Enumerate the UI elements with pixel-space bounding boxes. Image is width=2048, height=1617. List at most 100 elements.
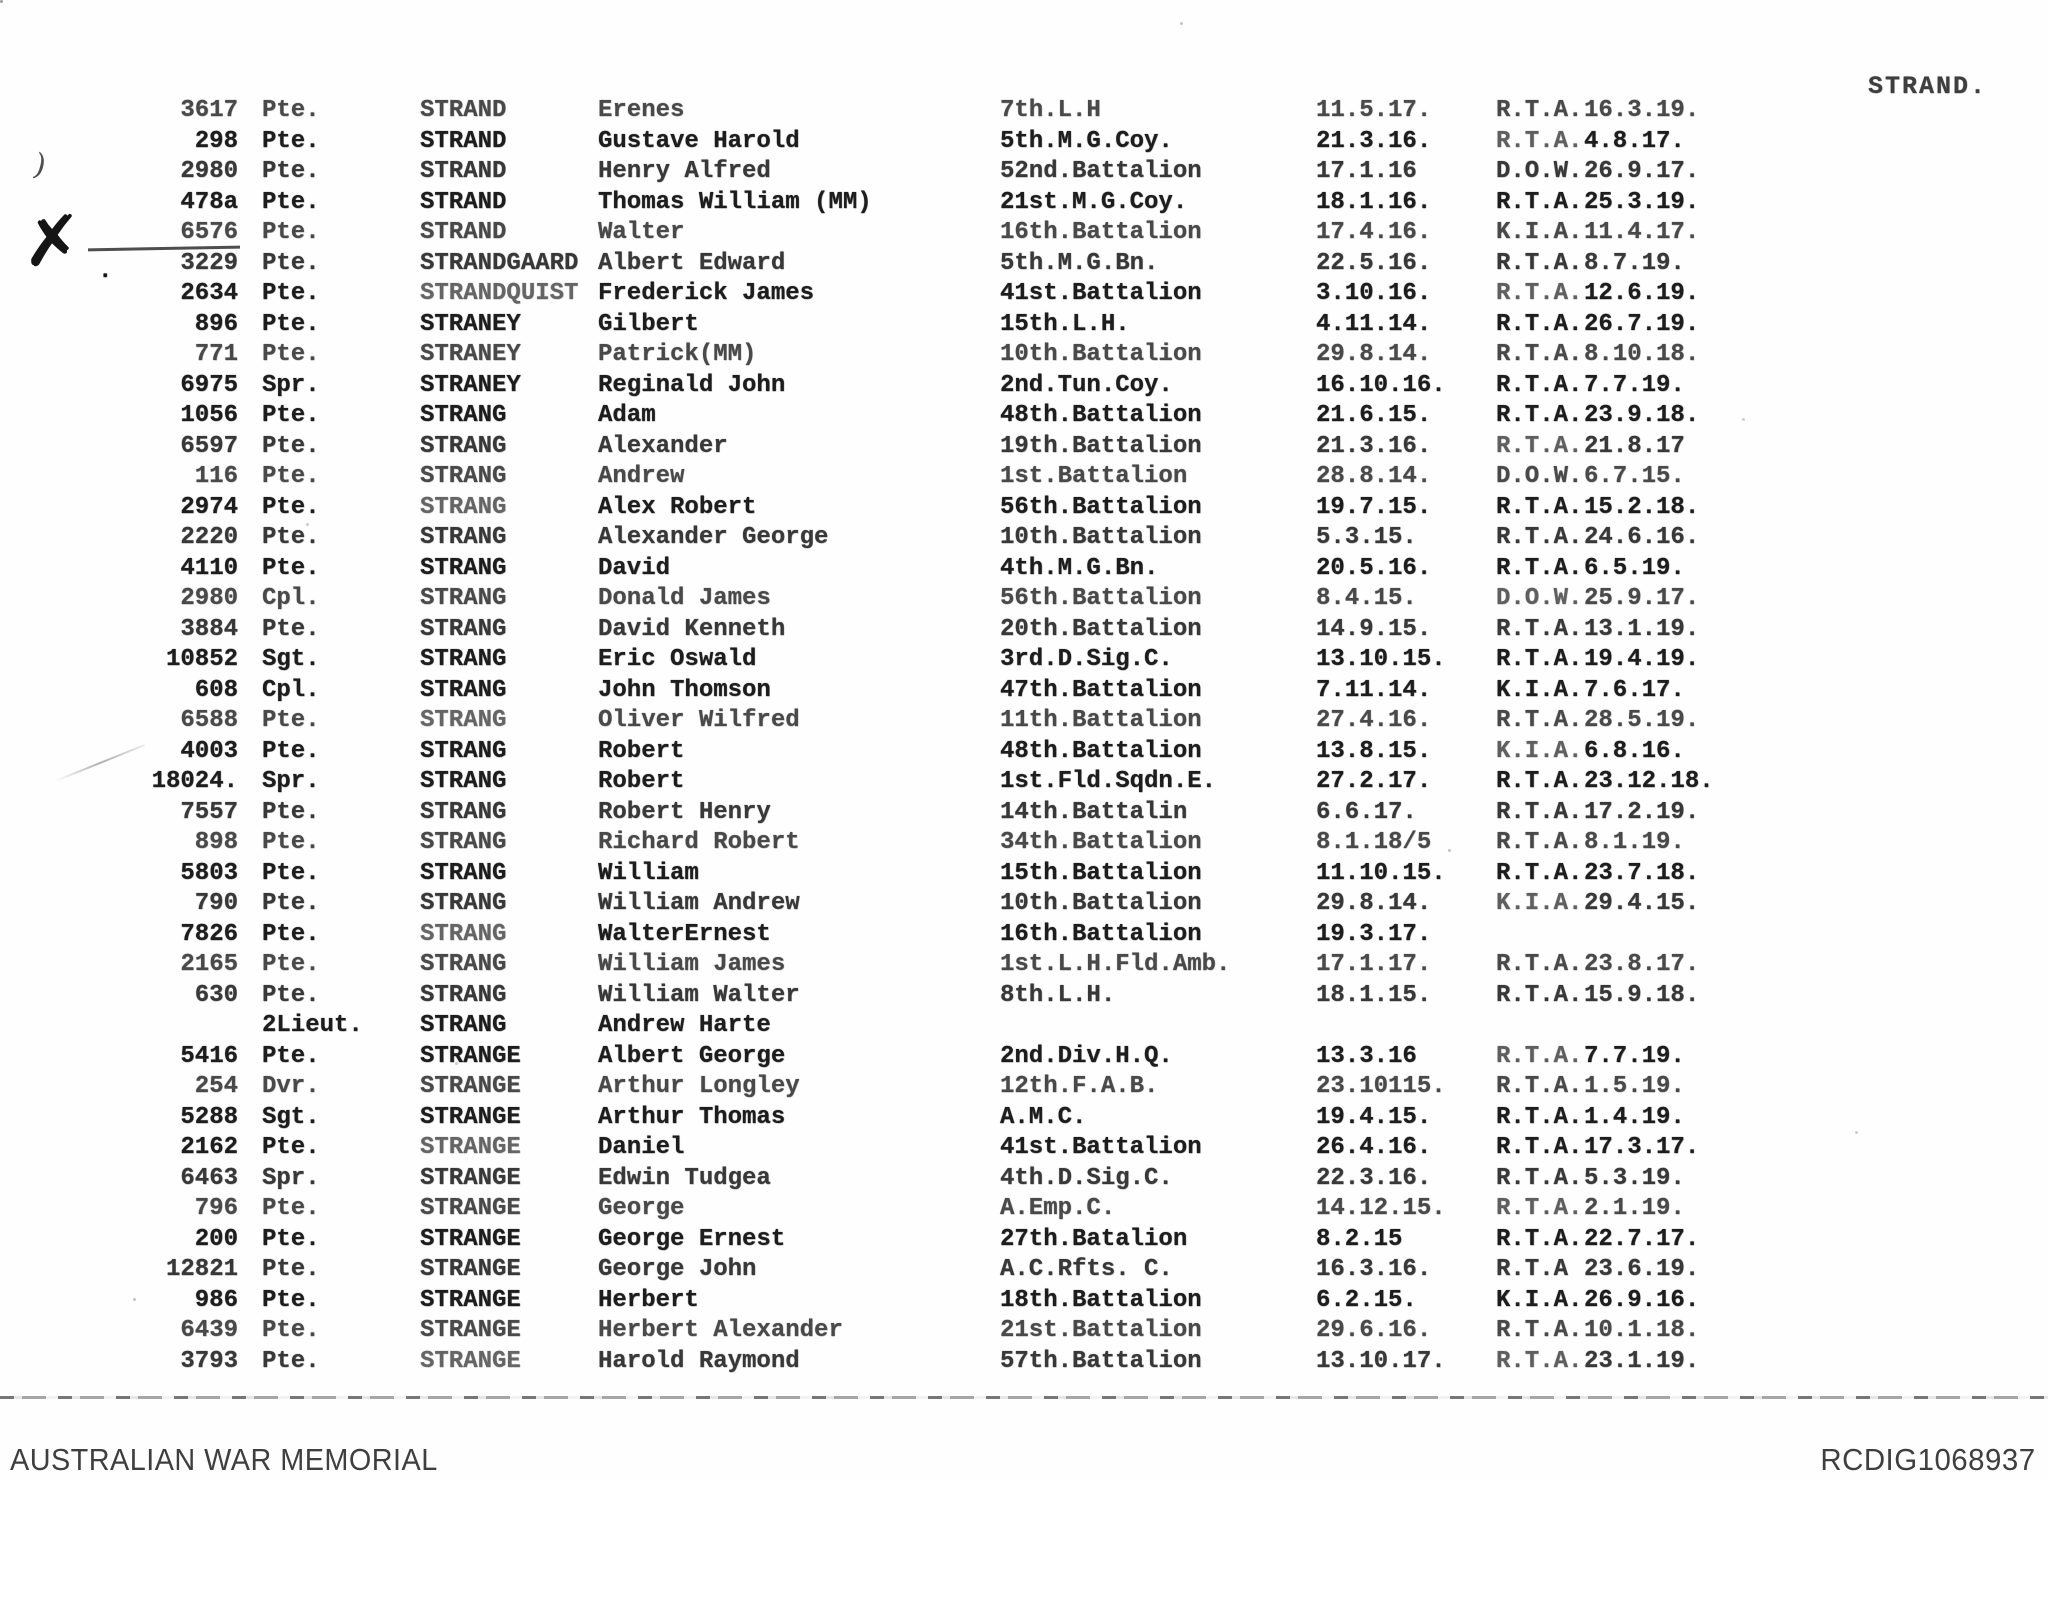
table-row: 10852 Sgt. STRANG Eric Oswald 3rd.D.Sig.… xyxy=(0,645,2048,676)
surname-cell: STRANG xyxy=(420,493,507,521)
given-names-cell: George xyxy=(598,1195,685,1222)
given-names-cell: William James xyxy=(598,951,786,978)
table-row: 298 Pte. STRAND Gustave Harold 5th.M.G.C… xyxy=(0,127,2048,158)
given-names-cell: Alexander xyxy=(598,432,728,460)
service-number-cell: 1056 xyxy=(180,402,238,429)
service-number-cell: 5288 xyxy=(180,1103,238,1131)
unit-cell: 5th.M.G.Coy. xyxy=(1000,127,1173,155)
service-number-cell: 3884 xyxy=(180,615,238,643)
table-row: 478a Pte. STRAND Thomas William (MM) 21s… xyxy=(0,188,2048,219)
date-embarked-cell: 13.10.17. xyxy=(1316,1347,1446,1375)
table-row: 1056 Pte. STRANG Adam 48th.Battalion 21.… xyxy=(0,401,2048,432)
rank-cell: Spr. xyxy=(262,371,320,399)
rank-cell: Pte. xyxy=(262,1317,320,1344)
date-outcome-cell: 15.9.18. xyxy=(1584,981,1700,1009)
service-number-cell: 478a xyxy=(180,188,238,216)
service-number-cell: 6588 xyxy=(180,707,238,734)
given-names-cell: Richard Robert xyxy=(598,829,800,856)
date-outcome-cell: 8.1.19. xyxy=(1584,829,1685,856)
surname-cell: STRAND xyxy=(420,97,507,124)
rank-cell: Spr. xyxy=(262,1164,320,1192)
date-outcome-cell: 23.6.19. xyxy=(1584,1256,1700,1283)
date-embarked-cell: 8.4.15. xyxy=(1316,585,1417,612)
date-outcome-cell: 19.4.19. xyxy=(1584,646,1700,673)
given-names-cell: Arthur Thomas xyxy=(598,1103,786,1131)
service-number-cell: 986 xyxy=(194,1286,238,1314)
date-outcome-cell: 7.7.19. xyxy=(1584,1042,1685,1070)
table-row: 5416 Pte. STRANGE Albert George 2nd.Div.… xyxy=(0,1042,2048,1073)
service-number-cell: 630 xyxy=(194,981,238,1009)
given-names-cell: Walter xyxy=(598,219,685,246)
rank-cell: Pte. xyxy=(262,280,320,307)
table-row: 4003 Pte. STRANG Robert 48th.Battalion 1… xyxy=(0,737,2048,768)
unit-cell: 41st.Battalion xyxy=(1000,280,1202,307)
date-embarked-cell: 18.1.16. xyxy=(1316,188,1432,216)
rank-cell: Pte. xyxy=(262,1225,320,1253)
rank-cell: Pte. xyxy=(262,707,320,734)
service-number-cell: 898 xyxy=(194,829,238,856)
rank-cell: Pte. xyxy=(262,188,320,216)
table-row: 2974 Pte. STRANG Alex Robert 56th.Battal… xyxy=(0,493,2048,524)
date-outcome-cell: 22.7.17. xyxy=(1584,1225,1700,1253)
rank-cell: Pte. xyxy=(262,158,320,185)
surname-cell: STRANG xyxy=(420,890,507,917)
date-embarked-cell: 29.8.14. xyxy=(1316,890,1432,917)
unit-cell: 52nd.Battalion xyxy=(1000,158,1202,185)
outcome-code-cell: R.T.A. xyxy=(1496,554,1583,582)
unit-cell: 11th.Battalion xyxy=(1000,707,1202,734)
outcome-code-cell: K.I.A. xyxy=(1496,676,1583,704)
unit-cell: A.M.C. xyxy=(1000,1103,1087,1131)
table-row: 3617 Pte. STRAND Erenes 7th.L.H 11.5.17.… xyxy=(0,96,2048,127)
date-embarked-cell: 7.11.14. xyxy=(1316,676,1432,704)
unit-cell: 21st.Battalion xyxy=(1000,1317,1202,1344)
date-outcome-cell: 10.1.18. xyxy=(1584,1317,1700,1344)
date-embarked-cell: 21.6.15. xyxy=(1316,402,1432,429)
date-outcome-cell: 16.3.19. xyxy=(1584,97,1700,124)
table-row: 116 Pte. STRANG Andrew 1st.Battalion 28.… xyxy=(0,462,2048,493)
service-number-cell: 5803 xyxy=(180,859,238,887)
surname-cell: STRANGE xyxy=(420,1347,521,1375)
rank-cell: Pte. xyxy=(262,1286,320,1314)
service-number-cell: 254 xyxy=(194,1073,238,1100)
date-outcome-cell: 23.7.18. xyxy=(1584,859,1700,887)
table-row: 6439 Pte. STRANGE Herbert Alexander 21st… xyxy=(0,1316,2048,1347)
table-row: 771 Pte. STRANEY Patrick(MM) 10th.Battal… xyxy=(0,340,2048,371)
unit-cell: 41st.Battalion xyxy=(1000,1134,1202,1161)
given-names-cell: William Walter xyxy=(598,981,800,1009)
given-names-cell: Gustave Harold xyxy=(598,127,800,155)
service-number-cell: 790 xyxy=(194,890,238,917)
outcome-code-cell: R.T.A. xyxy=(1496,615,1583,643)
date-embarked-cell: 14.9.15. xyxy=(1316,615,1432,643)
rank-cell: Pte. xyxy=(262,127,320,155)
table-row: 2980 Cpl. STRANG Donald James 56th.Batta… xyxy=(0,584,2048,615)
unit-cell: 8th.L.H. xyxy=(1000,981,1116,1009)
given-names-cell: Oliver Wilfred xyxy=(598,707,800,734)
outcome-code-cell: K.I.A. xyxy=(1496,737,1583,765)
outcome-code-cell: R.T.A. xyxy=(1496,97,1583,124)
service-number-cell: 896 xyxy=(194,310,238,338)
unit-cell: 14th.Battalin xyxy=(1000,798,1188,826)
table-row: 254 Dvr. STRANGE Arthur Longley 12th.F.A… xyxy=(0,1072,2048,1103)
given-names-cell: Andrew Harte xyxy=(598,1012,771,1039)
unit-cell: 2nd.Div.H.Q. xyxy=(1000,1042,1173,1070)
table-row: 2220 Pte. STRANG Alexander George 10th.B… xyxy=(0,523,2048,554)
date-embarked-cell: 27.4.16. xyxy=(1316,707,1432,734)
outcome-code-cell: R.T.A. xyxy=(1496,341,1583,368)
unit-cell: 20th.Battalion xyxy=(1000,615,1202,643)
given-names-cell: Robert Henry xyxy=(598,798,771,826)
table-row: 2634 Pte. STRANDQUIST Frederick James 41… xyxy=(0,279,2048,310)
table-row: 6597 Pte. STRANG Alexander 19th.Battalio… xyxy=(0,432,2048,463)
outcome-code-cell: R.T.A. xyxy=(1496,798,1583,826)
outcome-code-cell: R.T.A. xyxy=(1496,646,1583,673)
outcome-code-cell: R.T.A. xyxy=(1496,249,1583,277)
given-names-cell: William xyxy=(598,859,699,887)
surname-cell: STRANGE xyxy=(420,1256,521,1283)
date-embarked-cell: 3.10.16. xyxy=(1316,280,1432,307)
service-number-cell: 6597 xyxy=(180,432,238,460)
date-outcome-cell: 28.5.19. xyxy=(1584,707,1700,734)
service-number-cell: 3793 xyxy=(180,1347,238,1375)
table-row: 7826 Pte. STRANG WalterErnest 16th.Batta… xyxy=(0,920,2048,951)
rank-cell: Pte. xyxy=(262,1347,320,1375)
rank-cell: Pte. xyxy=(262,798,320,826)
given-names-cell: Albert George xyxy=(598,1042,786,1070)
